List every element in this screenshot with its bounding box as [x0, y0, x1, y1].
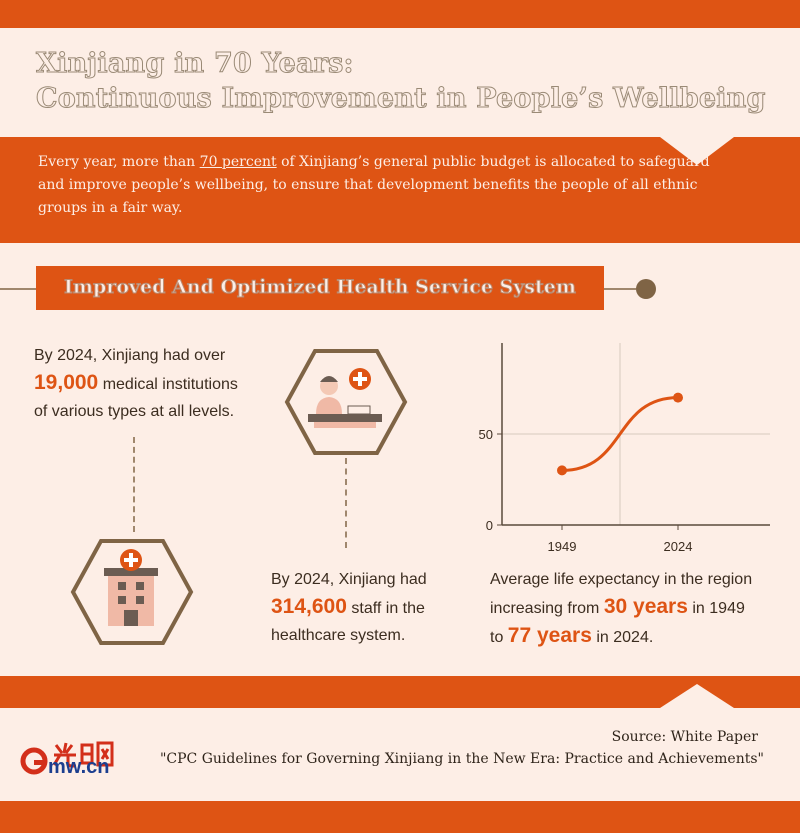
staff-value: 314,600: [271, 595, 347, 618]
gmw-logo: mw.cn: [20, 739, 140, 783]
chart-svg: 0 50 1949 2024: [479, 343, 770, 554]
hospital-icon: [70, 538, 194, 646]
section-line-left: [0, 288, 36, 290]
section-title-box: [36, 266, 604, 310]
intro-highlight: 70 percent: [199, 154, 277, 170]
section-dot: [636, 279, 656, 299]
logo-text: mw.cn: [48, 756, 110, 778]
institutions-value: 19,000: [34, 371, 99, 394]
chart-y-tick-label: 50: [479, 427, 493, 442]
section-line-right: [604, 288, 636, 290]
page-title-line2: Continuous Improvement in People’s Wellb…: [36, 83, 766, 115]
chart-point-2024: [673, 392, 683, 403]
source-line2: "CPC Guidelines for Governing Xinjiang i…: [159, 751, 764, 767]
section-title: Improved And Optimized Health Service Sy…: [64, 276, 577, 299]
chart-point-1949: [557, 465, 567, 476]
bottom-bar: [0, 801, 800, 833]
intro-text: Every year, more than 70 percent of Xinj…: [38, 154, 710, 216]
intro-notch: [660, 137, 734, 165]
staff-stat: By 2024, Xinjiang had 314,600 staff in t…: [271, 571, 427, 644]
chart-x-tick-label: 2024: [664, 539, 693, 554]
chart-x-tick-label: 1949: [548, 539, 577, 554]
institutions-stat: By 2024, Xinjiang had over 19,000 medica…: [34, 347, 238, 420]
life-value-2024: 77 years: [507, 624, 592, 647]
institutions-connector: [133, 437, 135, 532]
chart-series-line: [561, 396, 679, 472]
page-title-line1: Xinjiang in 70 Years:: [36, 48, 355, 80]
chart-y-tick-label: 0: [486, 518, 493, 533]
footer-notch: [660, 684, 734, 708]
doctor-icon: [284, 348, 408, 456]
life-value-1949: 30 years: [603, 595, 688, 618]
life-expectancy-chart: 0 50 1949 2024: [470, 335, 780, 560]
top-bar: [0, 0, 800, 28]
life-expectancy-caption: Average life expectancy in the region in…: [490, 571, 753, 647]
source-line1: Source: White Paper: [611, 729, 758, 745]
staff-connector: [345, 458, 347, 548]
